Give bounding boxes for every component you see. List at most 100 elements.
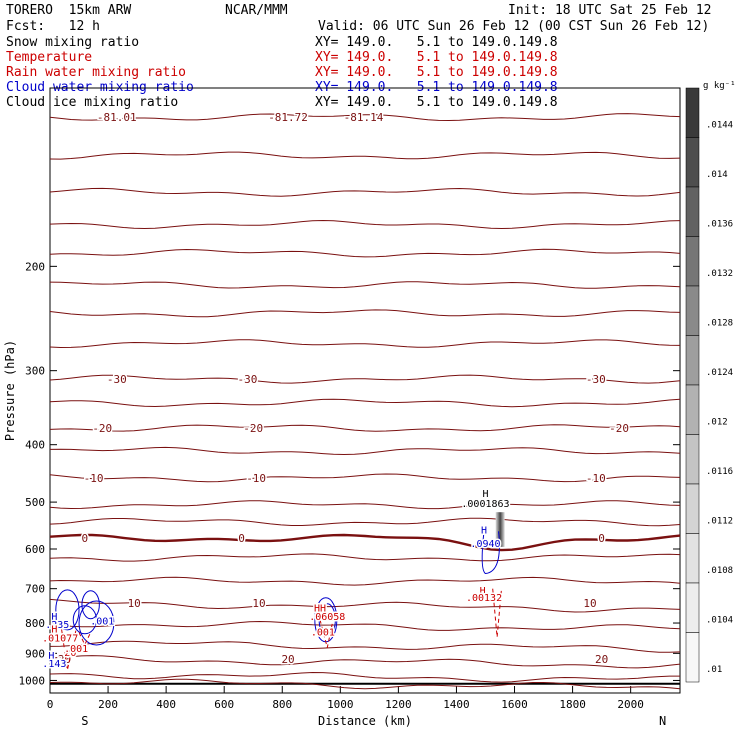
isotherm-label: 10 [252,597,265,610]
snow-plume [495,512,505,547]
legend-label: Rain water mixing ratio [6,65,187,80]
cloud-water-contour [55,589,80,631]
legend-xy: XY= 149.0. 5.1 to 149.0.149.8 [315,50,558,65]
south-endpoint-label: S [81,714,88,728]
cloud-water-contour [81,590,100,620]
isotherm-line [49,678,681,690]
y-tick-label: 600 [25,543,45,556]
colorbar-segment [685,236,700,287]
x-tick-label: 600 [214,698,234,711]
colorbar-label: .012 [706,418,728,428]
x-tick-label: 1000 [327,698,354,711]
isotherm-label: 20 [58,653,71,666]
max-value-annotation: .001 [64,644,88,655]
colorbar-label: .0144 [706,121,733,131]
isotherm-line [49,248,681,258]
isotherm-label: 20 [281,653,294,666]
max-value-annotation: .001 [90,617,114,628]
max-value-annotation: HH [314,604,326,615]
y-tick-label: 900 [25,647,45,660]
max-value-annotation: .001 [311,628,335,639]
isotherm-label: -81.14 [344,111,384,124]
legend-xy: XY= 149.0. 5.1 to 149.0.149.8 [315,95,558,110]
isotherm-label: -81.72 [268,111,308,124]
rain-water-contour [492,588,502,638]
isotherm-label: -81.01 [97,111,137,124]
max-value-annotation: .143 [42,659,66,670]
isotherm-label: -20 [243,422,263,435]
cloud-water-contour [481,531,500,575]
x-axis-label: Distance (km) [318,714,412,728]
isotherm-label: -20 [609,422,629,435]
max-value-annotation: .00132 [466,593,502,604]
max-value-annotation: H [482,489,488,500]
colorbar-label: .0108 [706,566,733,576]
x-tick-label: 800 [272,698,292,711]
isotherm-line [49,281,681,289]
isotherm-label: 10 [128,597,141,610]
y-tick-label: 300 [25,365,45,378]
isotherm-line [49,446,681,456]
isotherm-line [49,640,681,653]
y-tick-label: 200 [25,260,45,273]
isotherm-label: -30 [107,373,127,386]
colorbar-unit: g kg⁻¹ [703,81,736,91]
isotherm-label: 0 [82,532,89,545]
colorbar-label: .0128 [706,319,733,329]
max-value-annotation: H [48,651,54,662]
isotherm-label: 20 [595,653,608,666]
max-value-annotation: H [51,612,57,623]
model-title: TORERO 15km ARW [6,3,132,18]
colorbar-label: .01 [706,665,722,675]
max-value-annotation: 20 [64,648,76,659]
isotherm-label: -20 [92,422,112,435]
isotherm-label: -30 [237,373,257,386]
x-tick-label: 1200 [385,698,412,711]
x-tick-label: 1600 [501,698,528,711]
isotherm-label: -10 [586,472,606,485]
y-tick-label: 400 [25,439,45,452]
max-value-annotation: .06058 [309,612,345,623]
rain-water-contour [78,632,92,646]
isotherm-line [49,309,681,318]
colorbar-segment [685,137,700,188]
isotherm-line [49,113,681,122]
isotherm-line [49,598,681,613]
x-tick-label: 0 [47,698,54,711]
max-value-annotation: H [481,526,487,537]
max-value-annotation: .0940 [470,539,500,550]
y-tick-label: 500 [25,496,45,509]
legend-xy: XY= 149.0. 5.1 to 149.0.149.8 [315,65,558,80]
cloud-water-contour [72,605,97,635]
x-tick-label: 2000 [617,698,644,711]
colorbar-label: .0136 [706,220,733,230]
valid-time: Valid: 06 UTC Sun 26 Feb 12 (00 CST Sun … [318,19,710,34]
isotherm-line [49,517,681,527]
max-value-annotation: .235 [45,620,69,631]
cloud-water-contour [78,600,115,646]
isotherm-line [49,398,681,408]
x-tick-label: 200 [98,698,118,711]
y-tick-label: 1000 [19,674,46,687]
colorbar-label: .0112 [706,517,733,527]
colorbar-segment [685,434,700,485]
legend-label: Temperature [6,50,93,65]
isotherm-line [49,655,681,669]
x-tick-label: 1800 [559,698,586,711]
colorbar-label: .014 [706,170,728,180]
plot-frame [49,87,681,694]
isotherm-line [49,620,681,631]
isotherm-line [49,473,681,483]
isotherm-label: -10 [246,472,266,485]
isotherm-line [49,553,681,562]
colorbar-segment [685,335,700,386]
isotherm-line [49,374,681,384]
y-tick-label: 800 [25,617,45,630]
isotherm-label: -30 [586,373,606,386]
colorbar-segment [685,632,700,683]
colorbar-segment [685,483,700,534]
isotherm-label: -10 [84,472,104,485]
colorbar-segment [685,582,700,633]
x-tick-label: 1400 [443,698,470,711]
